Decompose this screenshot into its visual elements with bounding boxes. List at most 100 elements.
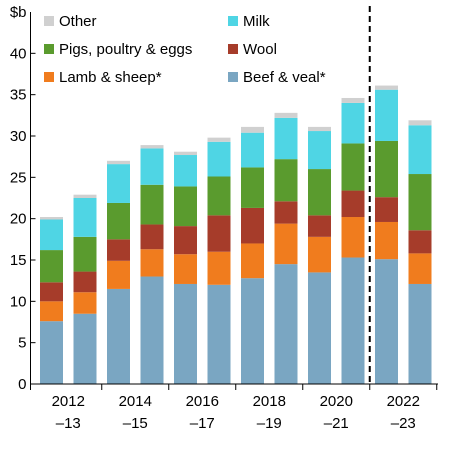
y-tick-label: 30: [10, 128, 27, 145]
legend-label: Milk: [243, 13, 270, 30]
x-axis: 2012 –13 2014 –15 2016 –17 2018 –19 2020 –21 2022 –…: [30, 383, 438, 432]
y-tick-label: 20: [10, 211, 27, 228]
x-tick-label-suffix: –15: [123, 415, 148, 432]
bar-segment-other: [375, 85, 398, 90]
bar-segment-beef-veal: [341, 257, 365, 384]
x-tick-label-suffix: –13: [56, 415, 81, 432]
legend-label: Beef & veal*: [243, 69, 326, 86]
bar-segment-other: [73, 194, 97, 198]
bar-segment-lamb-sheep: [274, 223, 298, 265]
bar-segment-beef-veal: [274, 264, 298, 384]
bar-segment-other: [408, 120, 432, 126]
bar-segment-milk: [174, 155, 197, 187]
bar-segment-pigs-poultry-eggs: [73, 236, 97, 272]
legend-label: Lamb & sheep*: [59, 69, 162, 86]
bar-segment-lamb-sheep: [341, 217, 365, 258]
bar-segment-pigs-poultry-eggs: [274, 159, 298, 202]
bar-segment-wool: [375, 197, 398, 222]
x-tick-label-year: 2012: [52, 393, 85, 410]
bar-segment-lamb-sheep: [107, 260, 130, 289]
bar-segment-other: [140, 145, 164, 149]
x-tick-label-year: 2022: [387, 393, 420, 410]
legend-label: Pigs, poultry & eggs: [59, 41, 192, 58]
bar-segment-milk: [274, 117, 298, 160]
y-tick-label: 15: [10, 252, 27, 269]
bar-segment-milk: [140, 148, 164, 185]
bar-segment-lamb-sheep: [40, 301, 63, 322]
legend-swatch: [44, 16, 54, 26]
legend-label: Other: [59, 13, 97, 30]
bar-segment-lamb-sheep: [73, 292, 97, 314]
x-tick-label-suffix: –19: [257, 415, 282, 432]
bar-segment-lamb-sheep: [408, 253, 432, 284]
y-unit-label: $b: [10, 4, 27, 21]
y-tick-label: 0: [18, 376, 26, 393]
bar-segment-wool: [408, 230, 432, 254]
bar-segment-wool: [274, 201, 298, 224]
bar-segment-wool: [73, 271, 97, 293]
legend-swatch: [228, 44, 238, 54]
y-tick-label: 35: [10, 87, 27, 104]
bar-segment-beef-veal: [140, 276, 164, 384]
x-tick-label-suffix: –21: [324, 415, 349, 432]
bar-segment-milk: [207, 141, 231, 177]
x-tick-label-suffix: –17: [190, 415, 215, 432]
bar-segment-milk: [308, 131, 331, 170]
legend-swatch: [228, 16, 238, 26]
bar-segment-other: [174, 151, 197, 156]
bar-segment-wool: [341, 190, 365, 218]
bar-segment-wool: [107, 239, 130, 261]
bar-segment-beef-veal: [375, 259, 398, 384]
bar-segment-lamb-sheep: [174, 254, 197, 284]
bar-segment-pigs-poultry-eggs: [40, 250, 63, 283]
bar-segment-wool: [207, 215, 231, 252]
x-tick-label-year: 2016: [186, 393, 219, 410]
bar-segment-milk: [408, 125, 432, 175]
bar-segment-wool: [140, 224, 164, 250]
bar-segment-pigs-poultry-eggs: [341, 143, 365, 191]
bar-segment-beef-veal: [40, 321, 63, 384]
bar-segment-other: [107, 160, 130, 165]
bar-segment-milk: [73, 198, 97, 237]
bar-segment-pigs-poultry-eggs: [207, 176, 231, 216]
x-tick-label-year: 2020: [320, 393, 353, 410]
bar-segment-beef-veal: [73, 313, 97, 384]
bar-segment-milk: [40, 219, 63, 251]
legend-label: Wool: [243, 41, 277, 58]
legend-swatch: [44, 44, 54, 54]
bar-segment-pigs-poultry-eggs: [308, 169, 331, 216]
legend-swatch: [228, 72, 238, 82]
y-axis: $b 0 5 10 15 20 25 30 35 40: [10, 4, 36, 393]
bar-segment-other: [241, 126, 264, 133]
y-tick-label: 5: [18, 335, 26, 352]
bar-segment-beef-veal: [107, 288, 130, 384]
bar-segment-beef-veal: [241, 278, 264, 384]
bar-segment-milk: [241, 132, 264, 168]
bar-segment-wool: [241, 207, 264, 244]
x-tick-label-year: 2014: [119, 393, 152, 410]
bar-segment-lamb-sheep: [140, 249, 164, 277]
x-tick-label-suffix: –23: [391, 415, 416, 432]
y-tick-label: 25: [10, 169, 27, 186]
bars: [40, 85, 432, 384]
bar-segment-lamb-sheep: [207, 251, 231, 285]
bar-segment-pigs-poultry-eggs: [241, 167, 264, 208]
bar-segment-other: [341, 97, 365, 103]
y-tick-label: 10: [10, 293, 27, 310]
bar-segment-milk: [341, 102, 365, 144]
bar-segment-lamb-sheep: [241, 243, 264, 279]
bar-segment-beef-veal: [408, 283, 432, 384]
bar-segment-pigs-poultry-eggs: [408, 174, 432, 231]
bar-segment-pigs-poultry-eggs: [107, 202, 130, 240]
legend-swatch: [44, 72, 54, 82]
bar-segment-other: [274, 112, 298, 118]
y-tick-label: 40: [10, 45, 27, 62]
bar-segment-wool: [308, 215, 331, 237]
bar-segment-pigs-poultry-eggs: [140, 184, 164, 225]
bar-segment-other: [207, 137, 231, 142]
bar-segment-other: [40, 217, 63, 220]
bar-segment-pigs-poultry-eggs: [174, 186, 197, 227]
x-tick-label-year: 2018: [253, 393, 286, 410]
bar-segment-beef-veal: [174, 283, 197, 384]
